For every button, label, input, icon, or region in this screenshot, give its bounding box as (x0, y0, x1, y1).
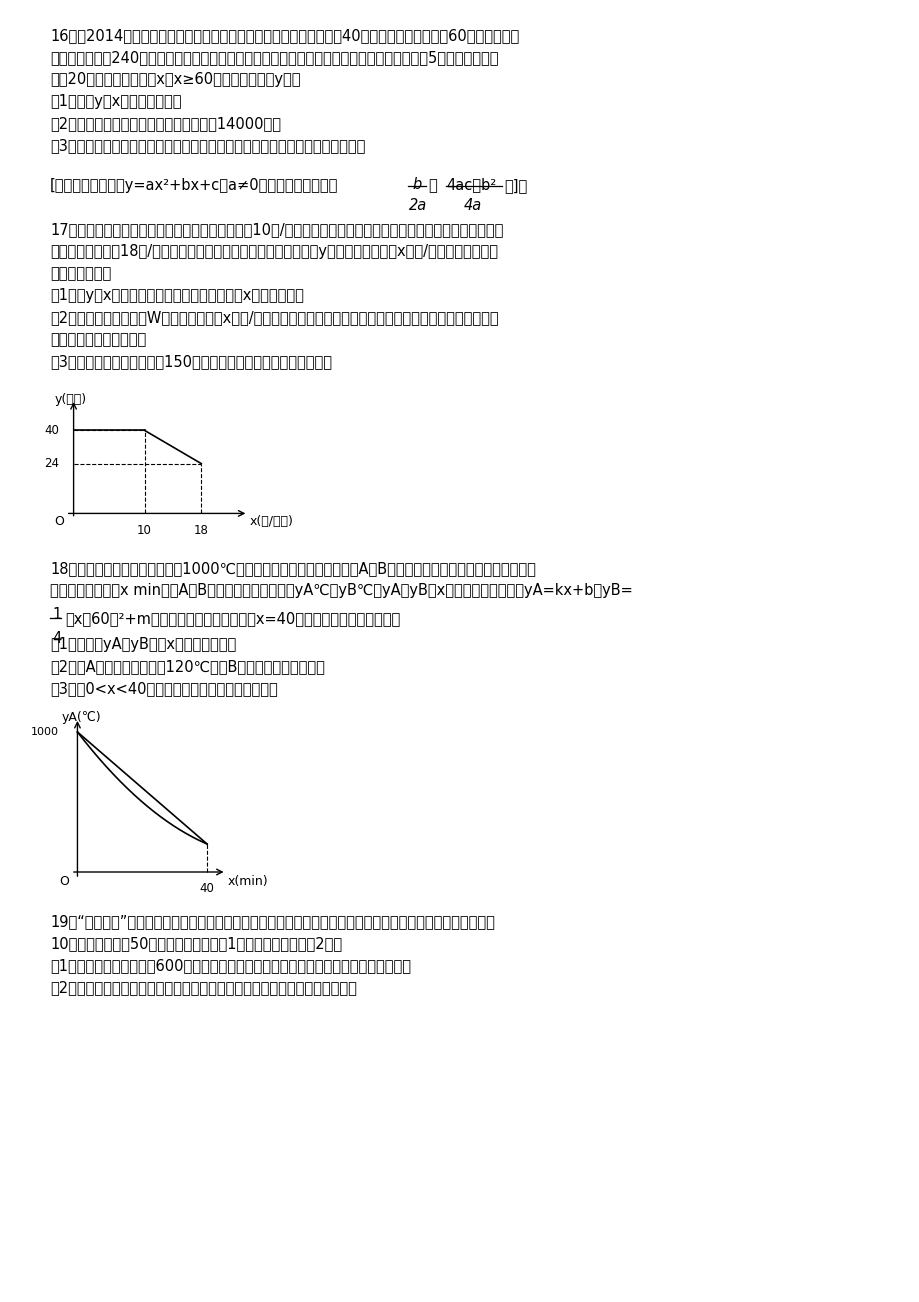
Text: 2a: 2a (409, 198, 426, 214)
Text: 24: 24 (44, 457, 60, 470)
Text: x(min): x(min) (228, 875, 268, 888)
Text: x(元/千克): x(元/千克) (250, 516, 293, 529)
Text: （1）求y与x之间的函数关系式，并写出自变量x的取値范围；: （1）求y与x之间的函数关系式，并写出自变量x的取値范围； (50, 288, 303, 303)
Text: 18．某研究所将某种材料加热到1000℃时停止加热，并立即将材料分为A、B两组，采用不同工艺做降温对比实验，: 18．某研究所将某种材料加热到1000℃时停止加热，并立即将材料分为A、B两组，… (50, 561, 535, 575)
Text: O: O (60, 875, 69, 888)
Text: （x－60）²+m（部分图象如图所示），当x=40时，两组材料的温度相同．: （x－60）²+m（部分图象如图所示），当x=40时，两组材料的温度相同． (65, 611, 400, 626)
Text: [参考公式：抛物线y=ax²+bx+c（a≠0）的顶点坐标是（－: [参考公式：抛物线y=ax²+bx+c（a≠0）的顶点坐标是（－ (50, 178, 338, 193)
Text: 18: 18 (194, 523, 209, 536)
Text: （3）当销售单价为多少元时，才能在一个月内获得最大利润？最大利润是多少？: （3）当销售单价为多少元时，才能在一个月内获得最大利润？最大利润是多少？ (50, 138, 365, 154)
Text: （2）当A组材料的温度降至120℃时，B组材料的温度是多少？: （2）当A组材料的温度降至120℃时，B组材料的温度是多少？ (50, 659, 324, 674)
Text: 4a: 4a (463, 198, 482, 214)
Text: （1）求出y与x的函数关系式．: （1）求出y与x的函数关系式． (50, 94, 181, 109)
Text: 1: 1 (52, 607, 62, 622)
Text: 最大？最大利润是多少？: 最大？最大利润是多少？ (50, 332, 146, 348)
Text: 减尠20套．设销售单价为x（x≥60）元，销售量为y套．: 减尠20套．设销售单价为x（x≥60）元，销售量为y套． (50, 72, 301, 87)
Text: 1000: 1000 (31, 727, 59, 737)
Text: O: O (54, 516, 64, 529)
Text: （2）当销售单价为多少元时，月销售额为14000元；: （2）当销售单价为多少元时，月销售额为14000元； (50, 116, 280, 132)
Text: 设降温开始后经过x min时，A、B两组材料的温度分别为yA℃、yB℃，yA、yB与x的函数关系式分别为yA=kx+b，yB=: 设降温开始后经过x min时，A、B两组材料的温度分别为yA℃、yB℃，yA、y… (50, 583, 632, 598)
Text: （2）求每天的销售利润W（元）与销售价x（元/千克）之间的函数关系式．当销售价为多少时，每天的销售利润: （2）求每天的销售利润W（元）与销售价x（元/千克）之间的函数关系式．当销售价为… (50, 310, 498, 326)
Text: 40: 40 (45, 424, 60, 437)
Text: ）]．: ）]． (504, 178, 527, 193)
Text: yA(℃): yA(℃) (62, 711, 101, 724)
Text: ，: ， (427, 178, 437, 193)
Text: 4ac－b²: 4ac－b² (446, 177, 495, 191)
Text: 关系如图所示：: 关系如图所示： (50, 266, 111, 281)
Text: y(千克): y(千克) (55, 393, 87, 406)
Text: 17．某经销商销售一种产品，这种产品的成本价为10元/千克，已知销售价不低于成本价，且物价部门规定这种产: 17．某经销商销售一种产品，这种产品的成本价为10元/千克，已知销售价不低于成本… (50, 223, 503, 237)
Text: （3）在0<x<40的什么时刻，两组材料温差最大？: （3）在0<x<40的什么时刻，两组材料温差最大？ (50, 681, 278, 697)
Text: b: b (412, 177, 421, 191)
Text: 10元，每天可售出50笱；若每笱产品涨价1元，日销售量将减少2笱．: 10元，每天可售出50笱；若每笱产品涨价1元，日销售量将减少2笱． (50, 936, 342, 950)
Text: 40: 40 (199, 881, 214, 894)
Text: 10: 10 (137, 523, 152, 536)
Text: 16．在2014年巴西世界杯足球赛前夕，某体育用品店购进一批单价为40元的球服，如果按单价60元销售，那么: 16．在2014年巴西世界杯足球赛前夕，某体育用品店购进一批单价为40元的球服，… (50, 29, 518, 43)
Text: 19．“丹棱冻筠”是眉山著名特色小吃，产品畅销省内外，现有一个产品销售点在经销时发现：如果每笱产品盈利: 19．“丹棱冻筠”是眉山著名特色小吃，产品畅销省内外，现有一个产品销售点在经销时… (50, 914, 494, 930)
Text: （2）若该销售点单纯从经济角度考虑，每笱产品应涨价多少元才能获利最高？: （2）若该销售点单纯从经济角度考虑，每笱产品应涨价多少元才能获利最高？ (50, 980, 357, 995)
Text: 4: 4 (52, 631, 62, 646)
Text: （1）现该销售点每天盈利600元，同时又要顾客得到实惠，那么每笱产品应涨价多少元？: （1）现该销售点每天盈利600元，同时又要顾客得到实惠，那么每笱产品应涨价多少元… (50, 958, 411, 973)
Text: 一个月内可售出240套．根据销售经验，提高销售单价会导致销售量的减少，即销售单价每提高5元，销售量相应: 一个月内可售出240套．根据销售经验，提高销售单价会导致销售量的减少，即销售单价… (50, 49, 498, 65)
Text: （3）该经销商想要每天获得150元的销售利润，销售价应定为多少？: （3）该经销商想要每天获得150元的销售利润，销售价应定为多少？ (50, 354, 332, 368)
Text: （1）分别求yA、yB关于x的函数关系式；: （1）分别求yA、yB关于x的函数关系式； (50, 637, 236, 652)
Text: 品的销售价不高于18元/千克，市场调查发现，该产品每天的销售量y（千克）与销售价x（元/千克）之间的函数: 品的销售价不高于18元/千克，市场调查发现，该产品每天的销售量y（千克）与销售价… (50, 243, 497, 259)
